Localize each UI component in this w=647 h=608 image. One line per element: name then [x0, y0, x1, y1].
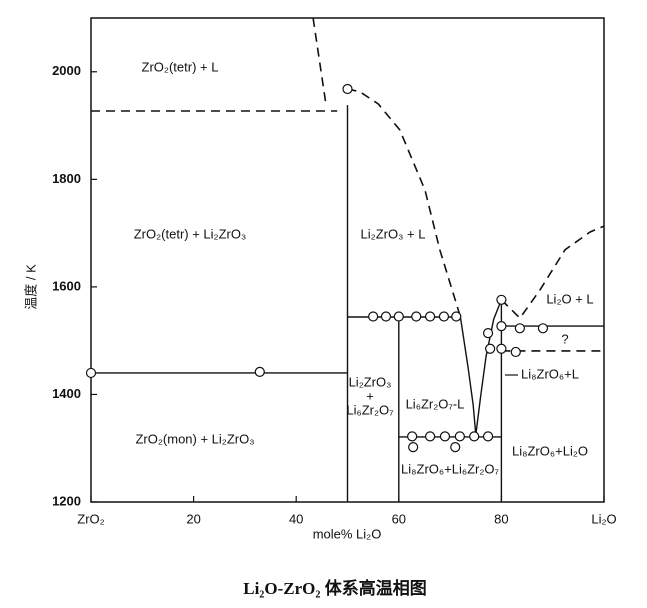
- y-tick-label: 1800: [52, 171, 81, 186]
- x-tick-label: 60: [392, 511, 406, 526]
- region-label: Li₈ZrO₆+L: [521, 366, 579, 381]
- region-label: Li₂ZrO₃: [349, 374, 392, 389]
- y-tick-label: 1600: [52, 278, 81, 293]
- data-point: [424, 311, 436, 322]
- region-label: Li₆Zr₂O₇-L: [406, 396, 465, 411]
- y-tick-label: 1200: [52, 493, 81, 508]
- data-point: [482, 328, 494, 339]
- data-point: [514, 323, 525, 334]
- dashed-boundary: [312, 17, 327, 105]
- region-label: ZrO₂(mon) + Li₂ZrO₃: [135, 431, 254, 446]
- data-point: [496, 294, 507, 305]
- x-tick-label: 20: [186, 511, 200, 526]
- data-point: [85, 367, 97, 379]
- x-axis-label: mole% Li₂O: [313, 526, 382, 541]
- data-point: [485, 343, 496, 354]
- data-point: [510, 346, 521, 358]
- data-point: [496, 343, 507, 354]
- region-label: Li₂ZrO₃ + L: [361, 226, 426, 241]
- data-point: [439, 431, 451, 442]
- data-point: [380, 311, 392, 322]
- region-label: Li₈ZrO₆+Li₆Zr₂O₇: [401, 461, 500, 476]
- data-point: [407, 431, 418, 442]
- data-point: [408, 442, 419, 453]
- x-tick-label: Li₂O: [591, 511, 616, 526]
- region-label: Li₆Zr₂O₇: [346, 402, 394, 417]
- data-point: [342, 83, 353, 95]
- x-tick-label: 80: [494, 511, 508, 526]
- data-point: [393, 311, 404, 322]
- region-label: Li₈ZrO₆+Li₂O: [512, 443, 588, 458]
- y-tick-label: 2000: [52, 63, 81, 78]
- data-point: [450, 442, 461, 453]
- data-point: [496, 321, 507, 332]
- solid-boundary: [459, 299, 503, 435]
- data-point: [438, 311, 450, 322]
- region-label: ZrO₂(tetr) + L: [142, 59, 219, 74]
- caption: Li₂O-ZrO₂ 体系高温相图: [243, 578, 427, 598]
- data-point: [451, 311, 462, 322]
- data-point: [254, 366, 265, 377]
- dashed-boundary: [347, 88, 462, 318]
- y-axis-label: 温度 / K: [23, 264, 38, 310]
- data-point: [411, 311, 422, 322]
- region-label: +: [366, 388, 374, 403]
- x-tick-label: 40: [289, 511, 303, 526]
- region-label: Li₂O + L: [546, 291, 593, 306]
- data-point: [469, 431, 480, 442]
- y-tick-label: 1400: [52, 386, 81, 401]
- data-point: [454, 431, 465, 442]
- data-point: [368, 311, 379, 322]
- region-label: ?: [561, 331, 568, 346]
- data-point: [482, 431, 494, 442]
- data-point: [537, 323, 549, 334]
- region-label: ZrO₂(tetr) + Li₂ZrO₃: [134, 226, 247, 241]
- data-point: [424, 431, 436, 442]
- dashed-boundary: [500, 225, 605, 320]
- x-tick-label: ZrO₂: [77, 511, 104, 526]
